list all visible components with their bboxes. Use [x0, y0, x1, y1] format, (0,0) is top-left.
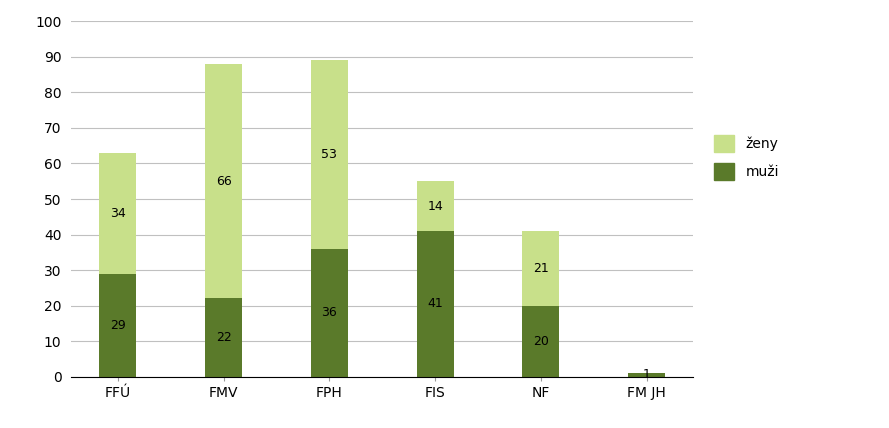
Bar	[311, 249, 348, 377]
Bar	[100, 153, 136, 273]
Text: 34: 34	[110, 207, 125, 220]
Bar	[523, 231, 559, 306]
Legend: ženy, muži: ženy, muži	[707, 128, 786, 187]
Text: 29: 29	[110, 318, 125, 332]
Bar	[205, 64, 242, 298]
Text: 66: 66	[216, 175, 231, 188]
Text: 41: 41	[428, 297, 443, 310]
Text: 14: 14	[428, 199, 443, 213]
Bar	[417, 231, 453, 377]
Bar	[523, 306, 559, 377]
Text: 36: 36	[322, 306, 337, 319]
Bar	[311, 60, 348, 249]
Bar	[205, 298, 242, 377]
Text: 53: 53	[322, 148, 337, 161]
Text: 1: 1	[643, 369, 651, 381]
Bar	[100, 273, 136, 377]
Text: 20: 20	[533, 335, 549, 348]
Bar	[417, 181, 453, 231]
Bar	[629, 373, 665, 377]
Text: 21: 21	[533, 262, 549, 275]
Text: 22: 22	[216, 331, 231, 344]
